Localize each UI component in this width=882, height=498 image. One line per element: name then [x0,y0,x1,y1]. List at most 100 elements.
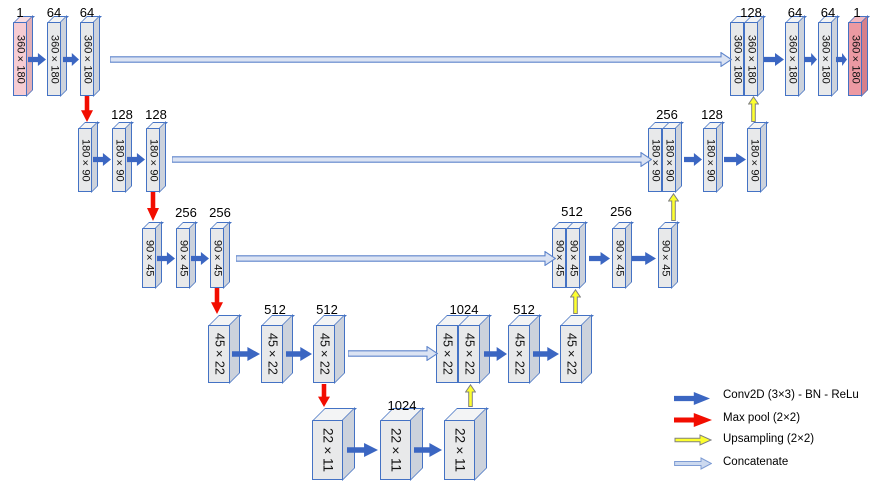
encoder-conv-box: 180×90 [112,128,126,192]
legend-conv-arrow-icon [674,392,710,405]
conv-arrow [589,252,610,265]
legend-label: Concatenate [723,456,789,468]
output-layer-box: 360×180 [848,22,862,96]
feature-size-label: 90×45 [143,239,156,277]
channel-count-label: 1 [16,5,24,20]
legend-label: Max pool (2×2) [723,412,801,424]
upsample-arrow [748,96,759,122]
bottleneck-conv-box: 22×11 [380,420,411,480]
channel-count-label: 64 [79,5,95,20]
upsample-arrow [668,193,679,221]
channel-count-label: 512 [264,302,286,317]
channel-count-label: 128 [145,107,167,122]
bottleneck-conv-box: 22×11 [312,420,343,480]
concat-box-cell: 360×180 [730,22,744,96]
feature-size-label: 180×90 [79,138,92,182]
channel-count-label: 64 [787,5,803,20]
channel-count-label: 512 [316,302,338,317]
feature-size-label: 45×22 [317,333,332,375]
conv-arrow [632,252,656,265]
channel-count-label: 128 [701,107,723,122]
decoder-conv-box: 180×90 [747,128,761,192]
encoder-conv-box: 360×180 [47,22,61,96]
channel-count-label: 1024 [449,302,479,317]
feature-size-label: 360×180 [786,34,799,84]
feature-size-label: 360×180 [745,34,758,84]
legend-maxpool-arrow-icon [674,413,712,427]
decoder-conv-box: 180×90 [703,128,717,192]
input-layer-box: 360×180 [13,22,27,96]
encoder-conv-box: 45×22 [261,325,283,383]
decoder-conv-box: 45×22 [560,325,582,383]
feature-size-label: 180×90 [704,138,717,182]
channel-count-label: 1024 [387,398,417,413]
decoder-conv-box: 90×45 [658,228,672,288]
concat-arrow [110,52,732,67]
maxpool-arrow [147,192,159,221]
feature-size-label: 45×22 [462,333,477,375]
concat-box-cell: 45×22 [436,325,458,383]
decoder-conv-box: 90×45 [612,228,626,288]
feature-size-label: 22×11 [452,427,468,473]
decoder-conv-box: 360×180 [818,22,832,96]
concat-box-cell: 360×180 [744,22,758,96]
upsample-arrow [465,384,476,407]
feature-size-label: 90×45 [659,239,672,277]
encoder-conv-box: 45×22 [313,325,335,383]
feature-size-label: 90×45 [567,239,580,277]
feature-size-label: 45×22 [564,333,579,375]
conv-arrow [684,153,702,166]
feature-size-label: 180×90 [649,138,662,182]
encoder-conv-box: 180×90 [146,128,160,192]
feature-size-label: 22×11 [320,427,336,473]
concat-box-cell: 45×22 [458,325,480,383]
maxpool-arrow [318,384,330,407]
feature-size-label: 360×180 [731,34,744,84]
feature-size-label: 180×90 [748,138,761,182]
channel-count-label: 512 [561,204,583,219]
legend-upsample-arrow-icon [674,434,712,446]
legend-concat-arrow-icon [674,457,712,470]
encoder-conv-box: 360×180 [80,22,94,96]
feature-size-label: 45×22 [212,333,227,375]
concat-box-cell: 90×45 [566,228,580,288]
encoder-conv-box: 45×22 [208,325,230,383]
encoder-conv-box: 90×45 [142,228,156,288]
feature-size-label: 360×180 [849,34,862,84]
feature-size-label: 360×180 [81,34,94,84]
concat-box-cell: 180×90 [662,128,676,192]
feature-size-label: 360×180 [14,34,27,84]
channel-count-label: 256 [656,107,678,122]
feature-size-label: 180×90 [663,138,676,182]
encoder-conv-box: 90×45 [176,228,190,288]
feature-size-label: 180×90 [113,138,126,182]
channel-count-label: 64 [820,5,836,20]
encoder-conv-box: 90×45 [210,228,224,288]
feature-size-label: 45×22 [265,333,280,375]
channel-count-label: 256 [610,204,632,219]
feature-size-label: 360×180 [48,34,61,84]
feature-size-label: 90×45 [613,239,626,277]
feature-size-label: 22×11 [388,427,404,473]
bottleneck-conv-box: 22×11 [444,420,475,480]
feature-size-label: 90×45 [553,239,566,277]
feature-size-label: 90×45 [211,239,224,277]
encoder-conv-box: 180×90 [78,128,92,192]
feature-size-label: 45×22 [512,333,527,375]
conv-arrow [764,53,784,66]
decoder-conv-box: 360×180 [785,22,799,96]
channel-count-label: 128 [111,107,133,122]
conv-arrow [804,53,817,66]
channel-count-label: 128 [740,5,762,20]
legend-label: Upsampling (2×2) [723,433,815,445]
channel-count-label: 256 [175,205,197,220]
feature-size-label: 360×180 [819,34,832,84]
concat-arrow [236,251,556,266]
conv-arrow [836,53,847,66]
channel-count-label: 256 [209,205,231,220]
upsample-arrow [570,289,581,314]
conv-arrow [724,153,746,166]
decoder-conv-box: 45×22 [508,325,530,383]
concat-arrow [348,346,438,361]
